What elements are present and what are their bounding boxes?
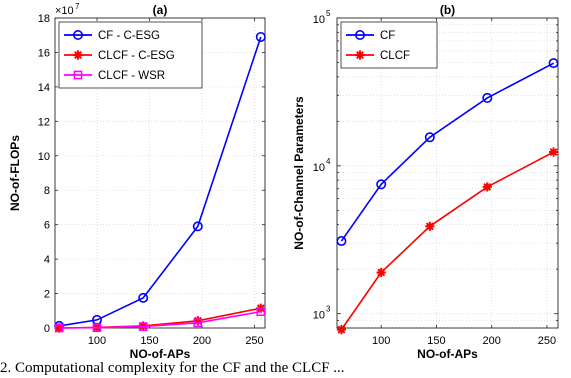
legend-marker: [73, 70, 83, 80]
series-clcf: [336, 147, 559, 335]
legend-label: CLCF - WSR: [98, 70, 165, 82]
y-scale-factor: ×10: [55, 5, 74, 17]
panel-title: (b): [440, 3, 455, 17]
series-clcf-wsr: [54, 307, 266, 333]
data-point: [548, 58, 559, 69]
legend-label: CF - C-ESG: [98, 30, 160, 42]
y-tick-label: 14: [38, 82, 50, 94]
axes-box: [54, 17, 266, 329]
legend-marker: [73, 29, 84, 40]
y-tick-exponent: 3: [326, 305, 331, 314]
y-tick-label: 18: [38, 13, 50, 25]
legend-label: CLCF: [380, 50, 410, 62]
legend: CF - C-ESG CLCF - C-ESG CLCF - WSR: [58, 21, 203, 89]
data-point: [255, 31, 266, 42]
x-tick-label: 200: [483, 335, 501, 347]
x-tick-label: 200: [193, 335, 211, 347]
x-tick-label: 250: [538, 335, 556, 347]
data-point: [54, 323, 64, 333]
y-tick-label: 10: [313, 162, 325, 174]
data-point: [425, 221, 435, 231]
y-axis-label: NO-of-FLOPs: [8, 135, 22, 211]
y-tick-label: 6: [44, 220, 50, 232]
x-axis-label: NO-of-APs: [417, 347, 478, 358]
y-tick-label: 16: [38, 47, 50, 59]
x-tick-label: 150: [140, 335, 158, 347]
y-tick-label: 10: [313, 14, 325, 26]
figure-caption: 2. Computational complexity for the CF a…: [0, 360, 345, 376]
y-scale-exponent: 7: [75, 2, 80, 11]
y-tick-label: 2: [44, 289, 50, 301]
data-point: [424, 132, 435, 143]
data-point: [138, 292, 149, 303]
data-point: [336, 236, 347, 247]
x-tick-label: 100: [88, 335, 106, 347]
panel-a: 100 150 200 250 0 2 4 6 8 10 12 14 16 18 ×10 7 (a) NO-of-…: [8, 2, 266, 358]
legend: CF CLCF: [340, 21, 438, 69]
data-point: [192, 221, 203, 232]
y-tick-label: 12: [38, 116, 50, 128]
y-tick-label: 8: [44, 185, 50, 197]
x-axis-label: NO-of-APs: [130, 347, 191, 358]
y-axis-label: NO-of-Channel Parameters: [292, 96, 306, 250]
y-tick-label: 4: [44, 254, 50, 266]
series-cf: [336, 58, 559, 247]
data-point: [336, 325, 347, 335]
x-tick-label: 100: [372, 335, 390, 347]
series-line: [340, 62, 554, 242]
panel-title: (a): [153, 3, 168, 17]
data-point: [482, 92, 493, 103]
legend-marker: [73, 50, 83, 60]
series-line: [59, 36, 262, 327]
y-tick-label: 10: [38, 151, 50, 163]
legend-box: [340, 21, 438, 69]
y-tick-exponent: 4: [326, 157, 331, 166]
data-point: [548, 147, 559, 157]
y-tick-label: 0: [44, 323, 50, 335]
data-point: [376, 267, 386, 278]
data-point: [193, 318, 203, 328]
series-line: [59, 310, 261, 329]
figure: 100 150 200 250 0 2 4 6 8 10 12 14 16 18 ×10 7 (a) NO-of-…: [8, 2, 559, 358]
legend-marker: [354, 29, 365, 40]
legend-label: CF: [380, 30, 395, 42]
legend-marker: [355, 50, 365, 60]
data-point: [92, 323, 102, 333]
data-point: [482, 182, 492, 192]
data-point: [256, 307, 266, 316]
x-tick-label: 150: [427, 335, 445, 347]
data-point: [193, 316, 203, 326]
x-tick-label: 250: [245, 335, 263, 347]
y-tick-exponent: 5: [326, 9, 331, 18]
data-point: [138, 322, 148, 331]
y-tick-label: 10: [313, 310, 325, 322]
legend-label: CLCF - C-ESG: [98, 50, 175, 62]
data-point: [376, 179, 387, 190]
